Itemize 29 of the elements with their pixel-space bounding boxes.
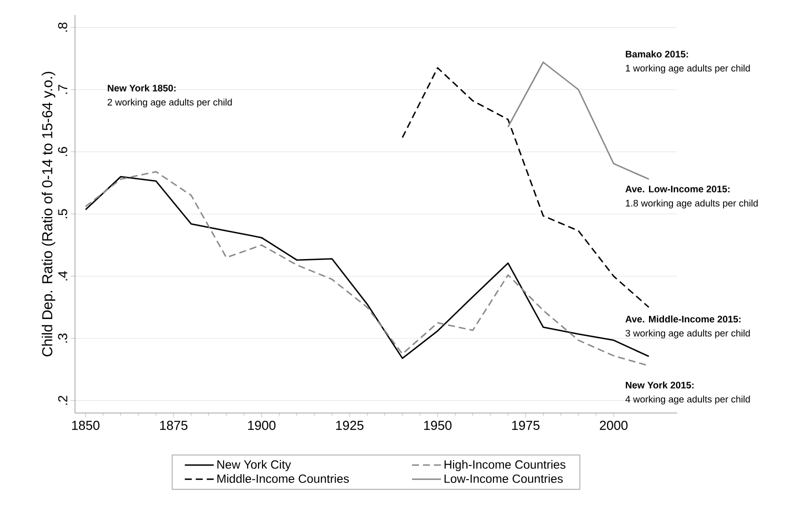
legend-label: High-Income Countries [444,460,566,472]
y-tick-label: .8 [58,22,68,32]
annotation: Ave. Low-Income 2015: [625,186,730,192]
y-tick-label: .6 [58,146,68,156]
y-tick-label: .4 [58,271,68,280]
x-tick-label: 1950 [424,420,452,430]
y-tick-label: .2 [58,396,68,405]
x-tick-label: 2000 [600,420,628,430]
annotation: 4 working age adults per child [625,396,750,404]
annotation: 3 working age adults per child [626,330,750,338]
y-axis-title: Child Dep. Ratio (Ratio of 0-14 to 15-64 y.o.) [42,72,56,356]
annotation: 2 working age adults per child [108,98,232,108]
annotation: Bamako 2015: [626,50,688,58]
annotation: 1 working age adults per child [626,64,750,74]
x-tick-label: 1975 [512,420,540,430]
annotation: Ave. Middle-Income 2015: [625,316,741,322]
x-tick-label: 1925 [336,420,364,430]
x-tick-label: 1900 [248,420,276,430]
annotation: New York 1850: [108,84,176,92]
y-tick-label: .7 [58,84,68,94]
y-tick-label: .3 [58,334,68,343]
legend-label: Middle-Income Countries [217,474,349,483]
x-tick-label: 1875 [160,420,188,430]
x-tick-label: 1850 [72,420,100,430]
annotation: New York 2015: [626,382,694,388]
legend-label: New York City [217,460,292,472]
legend-label: Low-Income Countries [444,474,563,483]
y-tick-label: .5 [58,209,68,218]
annotation: 1.8 working age adults per child [626,200,758,208]
